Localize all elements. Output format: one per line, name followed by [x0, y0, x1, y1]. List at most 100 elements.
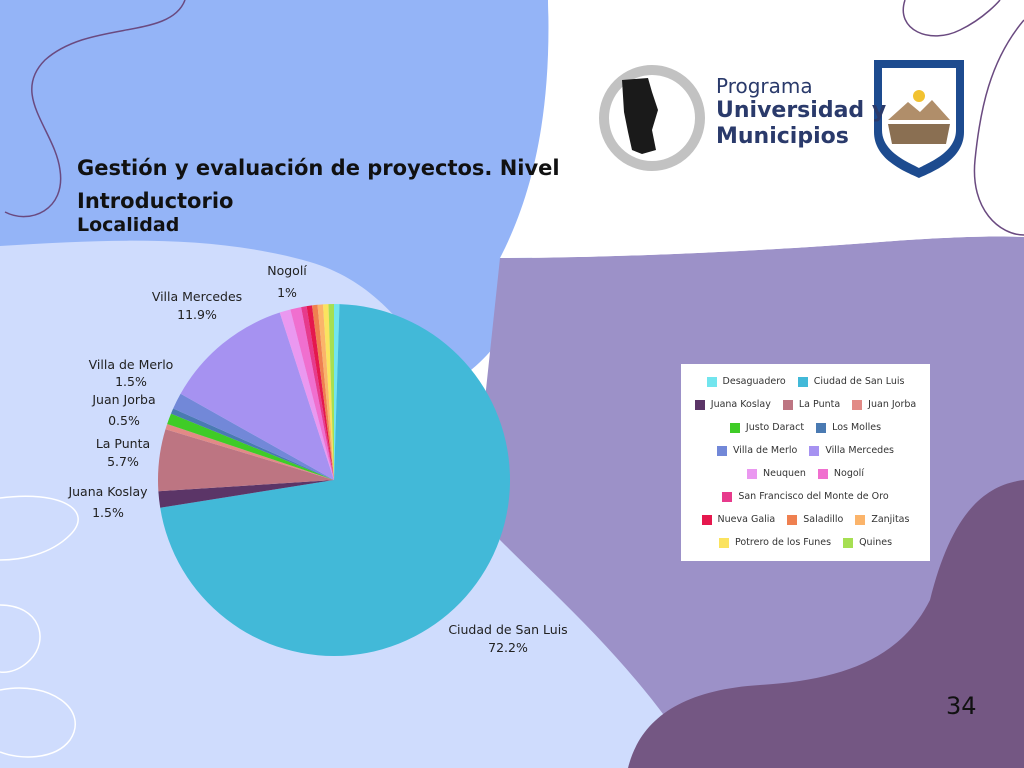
decorative-line-top-right-2	[902, 0, 1024, 236]
pie-label-value-3: 5.7%	[107, 454, 139, 469]
bg-dark-purple-blob	[628, 480, 1024, 768]
legend-label: Los Molles	[832, 422, 882, 433]
legend-item: San Francisco del Monte de Oro	[722, 491, 889, 502]
legend-row: San Francisco del Monte de Oro	[681, 485, 930, 508]
pie-slices	[157, 304, 511, 657]
pie-slice-7	[173, 393, 334, 480]
legend-label: Ciudad de San Luis	[813, 376, 905, 387]
pie-slice-16	[328, 304, 334, 480]
legend-label: Desaguadero	[722, 376, 786, 387]
legend-row: Juana Koslay La Punta Juan Jorba	[681, 393, 930, 416]
pie-slice-0	[334, 304, 340, 480]
legend-label: Quines	[859, 537, 893, 548]
legend-label: La Punta	[798, 399, 841, 410]
pie-label-value-7: 1.5%	[115, 374, 147, 389]
pie-slice-1	[160, 304, 511, 657]
pie-label-name-8: Villa Mercedes	[152, 289, 242, 304]
legend-item: Zanjitas	[855, 514, 909, 525]
pie-slice-15	[322, 304, 334, 480]
decorative-line-top-left	[4, 0, 186, 218]
legend-swatch	[843, 537, 854, 548]
pie-label-name-10: Nogolí	[267, 263, 307, 278]
legend-label: Saladillo	[803, 514, 844, 525]
legend-label: Potrero de los Funes	[734, 537, 832, 548]
pie-label-value-2: 1.5%	[92, 505, 124, 520]
legend-item: Neuquen	[747, 468, 806, 479]
legend-item: Nueva Galia	[701, 514, 776, 525]
pie-slice-14	[317, 304, 334, 480]
pie-label-value-8: 11.9%	[177, 307, 217, 322]
legend-row: Neuquen Nogolí	[681, 462, 930, 485]
pie-label-value-1: 72.2%	[488, 640, 528, 655]
legend-row: Justo Daract Los Molles	[681, 416, 930, 439]
legend-swatch	[722, 491, 733, 502]
chart-title: Localidad	[77, 214, 180, 236]
legend-swatch	[852, 399, 863, 410]
legend-swatch	[782, 399, 793, 410]
program-logo	[586, 60, 964, 178]
legend-label: Neuquen	[763, 468, 806, 479]
legend-item: Saladillo	[787, 514, 843, 525]
pie-slice-9	[279, 309, 334, 480]
legend-item: Villa de Merlo	[716, 445, 798, 456]
pie-slice-10	[290, 307, 334, 480]
logo-text: Programa Universidad y Municipios	[716, 74, 886, 150]
pie-slice-13	[312, 304, 334, 480]
legend-item: La Punta	[782, 399, 841, 410]
legend-swatch	[706, 376, 717, 387]
page-number: 34	[946, 692, 977, 720]
pie-label-name-7: Villa de Merlo	[89, 357, 174, 372]
legend-item: Quines	[843, 537, 892, 548]
shield-fields-icon	[888, 124, 950, 144]
pie-label-name-3: La Punta	[96, 436, 150, 451]
legend-swatch	[816, 422, 827, 433]
logo-gray-ring	[599, 65, 705, 171]
legend-swatch	[797, 376, 808, 387]
pie-label-name-4: Juan Jorba	[91, 392, 155, 407]
pie-slice-2	[158, 480, 334, 508]
pie-slice-6	[171, 408, 334, 480]
legend-swatch	[718, 537, 729, 548]
legend-label: Zanjitas	[871, 514, 910, 525]
legend-item: Potrero de los Funes	[718, 537, 832, 548]
pie-label-name-1: Ciudad de San Luis	[448, 622, 567, 637]
legend-swatch	[747, 468, 758, 479]
pie-label-value-4: 0.5%	[108, 413, 140, 428]
legend-swatch	[701, 514, 712, 525]
legend-row: Villa de Merlo Villa Mercedes	[681, 439, 930, 462]
legend-swatch	[817, 468, 828, 479]
legend-item: Ciudad de San Luis	[797, 376, 905, 387]
logo-province-silhouette	[622, 78, 658, 154]
legend-row: Desaguadero Ciudad de San Luis	[681, 370, 930, 393]
logo-line-1: Programa	[716, 74, 813, 98]
pie-slice-12	[306, 305, 334, 480]
legend-row: Potrero de los Funes Quines	[681, 531, 930, 554]
legend-swatch	[855, 514, 866, 525]
legend-row: Nueva Galia Saladillo Zanjitas	[681, 508, 930, 531]
legend-label: Juana Koslay	[710, 399, 771, 410]
legend-swatch	[694, 399, 705, 410]
legend-swatch	[716, 445, 727, 456]
legend-item: Juan Jorba	[852, 399, 916, 410]
pie-label-value-10: 1%	[277, 285, 297, 300]
pie-slice-4	[165, 423, 334, 480]
legend-label: Nueva Galia	[717, 514, 776, 525]
shield-sun-icon	[913, 90, 925, 102]
pie-slice-11	[301, 306, 334, 480]
logo-line-2: Universidad y	[716, 98, 887, 123]
legend-item: Villa Mercedes	[809, 445, 894, 456]
pie-slice-8	[180, 312, 334, 480]
legend-label: Villa de Merlo	[732, 445, 798, 456]
chart-legend: Desaguadero Ciudad de San Luis Juana Kosla…	[681, 364, 930, 561]
legend-item: Juana Koslay	[694, 399, 771, 410]
legend-item: Los Molles	[816, 422, 881, 433]
legend-item: Justo Daract	[729, 422, 805, 433]
legend-label: Justo Daract	[745, 422, 805, 433]
pie-labels: Ciudad de San Luis 72.2% Juana Koslay 1.5% L…	[67, 263, 567, 655]
decorative-line-bottom-left	[0, 495, 79, 758]
legend-label: Nogolí	[833, 468, 864, 479]
pie-slice-5	[167, 413, 334, 480]
legend-swatch	[809, 445, 820, 456]
legend-swatch	[787, 514, 798, 525]
